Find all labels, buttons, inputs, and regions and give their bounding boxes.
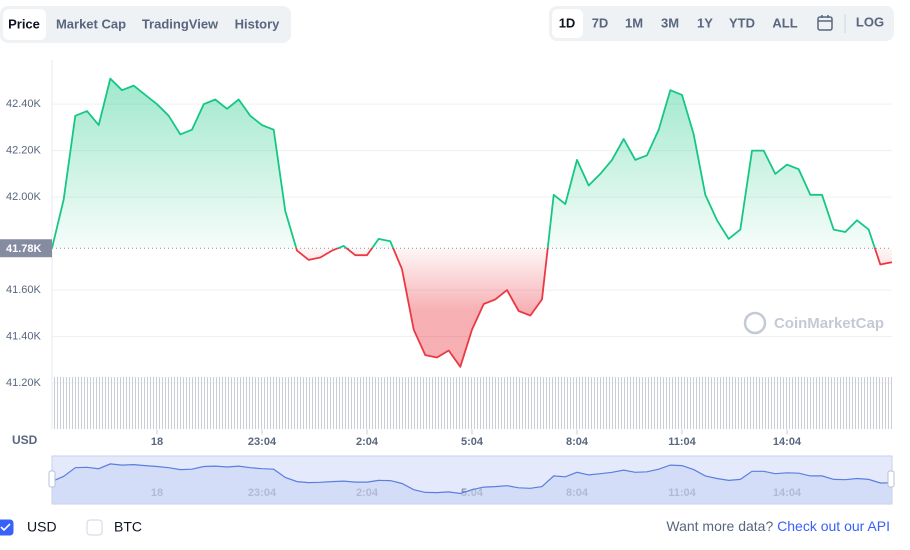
range-group [549, 6, 894, 41]
navigator-handle[interactable] [887, 470, 895, 488]
y-tick-label: 42.20K [6, 145, 42, 157]
x-tick-label: 18 [151, 436, 163, 448]
x-tick-label: 2:04 [356, 436, 379, 448]
log-toggle[interactable]: LOG [856, 14, 884, 29]
current-price-label: 41.78K [6, 243, 42, 255]
range-button[interactable]: 1Y [697, 15, 713, 30]
range-button[interactable]: YTD [729, 15, 755, 30]
footer-text: Want more data? Check out our API [666, 518, 890, 534]
y-tick-label: 41.20K [6, 377, 42, 389]
x-tick-label: 8:04 [566, 436, 589, 448]
range-button[interactable]: 7D [592, 15, 609, 30]
navigator-area [52, 463, 892, 504]
tab[interactable]: Price [8, 16, 40, 31]
watermark: CoinMarketCap [774, 315, 884, 332]
range-selected-bg [552, 9, 583, 38]
range-button[interactable]: 1D [559, 15, 576, 30]
volume-bars [54, 377, 892, 429]
calendar-icon[interactable] [817, 15, 833, 31]
price-area [52, 78, 892, 367]
x-tick-label: 14:04 [773, 436, 802, 448]
range-button[interactable]: ALL [772, 15, 797, 30]
price-line [51, 77, 893, 368]
x-tick-label: 5:04 [461, 436, 484, 448]
api-link[interactable]: Check out our API [777, 518, 890, 534]
tab[interactable]: Market Cap [56, 16, 126, 31]
checkbox[interactable] [86, 519, 103, 536]
footer-prompt: Want more data? [666, 518, 773, 534]
range-button[interactable]: 3M [661, 15, 679, 30]
currency-label[interactable]: BTC [114, 519, 142, 535]
x-tick-label: 23:04 [248, 436, 277, 448]
range-button[interactable]: 1M [625, 15, 643, 30]
x-tick-label: 11:04 [668, 436, 696, 448]
tab[interactable]: TradingView [142, 16, 219, 31]
checkmark[interactable] [0, 523, 11, 532]
y-tick-label: 42.40K [6, 98, 42, 110]
y-tick-label: 41.60K [6, 284, 42, 296]
tab[interactable]: History [235, 16, 281, 31]
tab-selected-bg [3, 9, 46, 40]
currency-label[interactable]: USD [27, 519, 57, 535]
watermark-logo [743, 311, 767, 335]
y-axis-label: USD [12, 433, 38, 447]
current-price-tag [0, 239, 52, 258]
y-tick-label: 42.00K [6, 191, 42, 203]
navigator-line [51, 463, 893, 495]
navigator-handle[interactable] [48, 470, 56, 488]
y-tick-label: 41.40K [6, 330, 42, 342]
tab-group [0, 6, 291, 43]
